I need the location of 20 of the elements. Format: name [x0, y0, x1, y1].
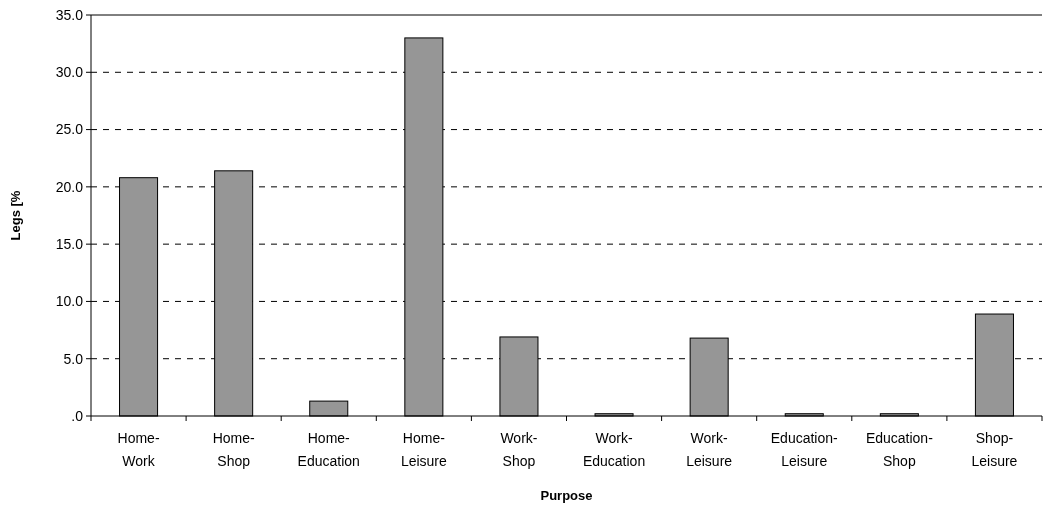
x-tick-label: Home-Shop: [212, 430, 255, 469]
y-tick-label: .0: [71, 407, 84, 424]
y-tick-label: 35.0: [55, 6, 84, 23]
x-tick-label: Work-Leisure: [686, 430, 733, 469]
y-tick-label: 30.0: [55, 64, 84, 81]
y-tick-label: 5.0: [63, 350, 84, 367]
x-axis-title: Purpose: [540, 488, 593, 503]
x-tick-label: Home-Work: [117, 430, 160, 469]
y-tick-label: 25.0: [55, 121, 84, 138]
x-tick-label: Work-Education: [582, 430, 646, 469]
x-tick-label: Education-Leisure: [770, 430, 839, 469]
x-tick-label: Home-Education: [297, 430, 360, 469]
y-tick-label: 15.0: [55, 236, 84, 253]
x-tick-label: Shop-Leisure: [971, 430, 1018, 469]
x-tick-label: Work-Shop: [500, 430, 538, 469]
x-tick-label: Home-Leisure: [400, 430, 448, 469]
y-tick-label: 20.0: [55, 178, 84, 195]
y-axis-title: Legs [%: [8, 190, 23, 241]
y-tick-label: 10.0: [55, 293, 84, 310]
x-tick-label: Education-Shop: [865, 430, 934, 469]
